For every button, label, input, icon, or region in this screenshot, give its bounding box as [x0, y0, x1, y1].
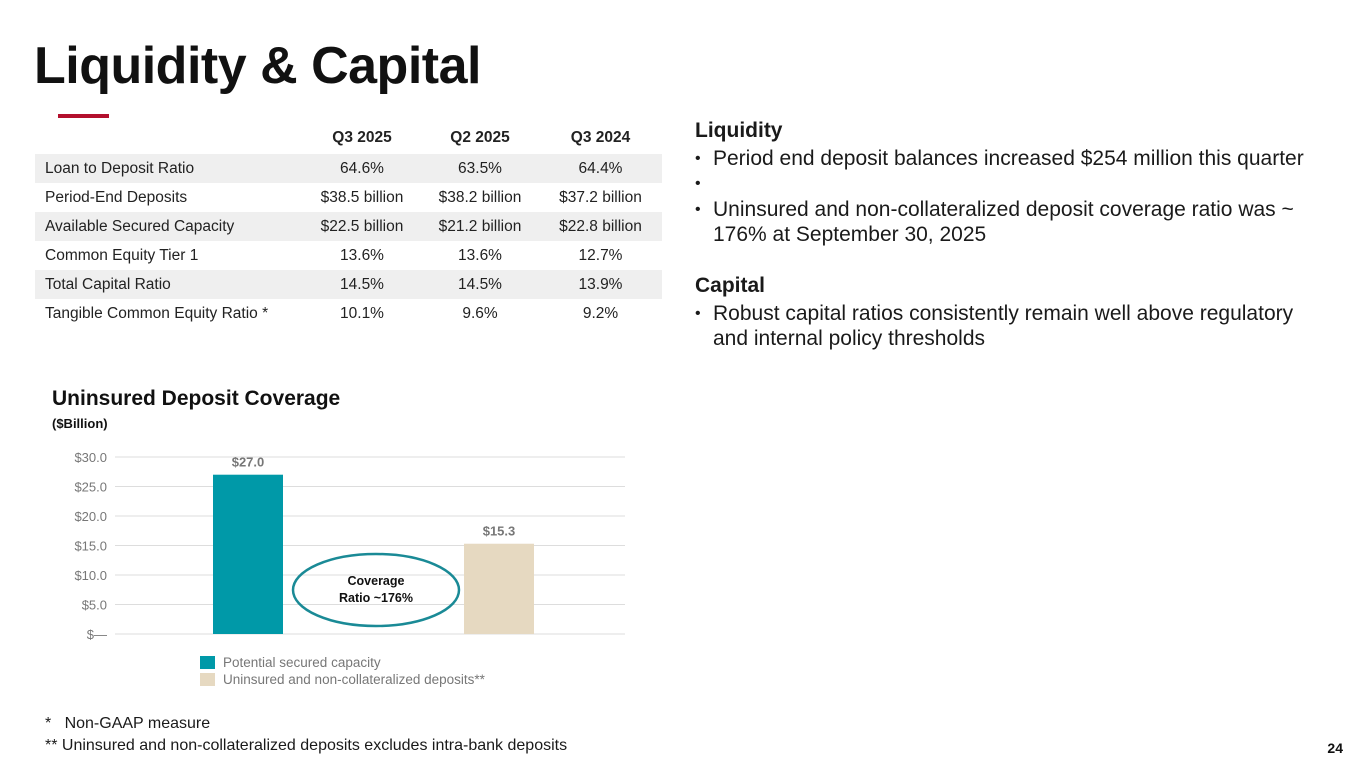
coverage-bar-chart: $— $5.0 $10.0 $15.0 $20.0 $25.0 $30.0 $27.0 $15.…: [74, 450, 625, 642]
y-tick-label: $10.0: [74, 568, 107, 583]
table-cell: 9.2%: [582, 304, 619, 322]
y-tick-label: $30.0: [74, 450, 107, 465]
table-row: Common Equity Tier 1 13.6% 13.6% 12.7%: [35, 241, 662, 270]
table-header-row: Q3 2025 Q2 2025 Q3 2024: [35, 122, 662, 154]
table-cell: 9.6%: [462, 304, 498, 322]
data-label: $15.3: [483, 524, 516, 539]
table-cell: 64.4%: [539, 154, 662, 183]
y-tick-label: $15.0: [74, 539, 107, 554]
footnotes: * Non-GAAP measure ** Uninsured and non-…: [45, 713, 567, 757]
row-label: Period-End Deposits: [45, 188, 188, 206]
table-cell: $38.2 billion: [438, 188, 522, 206]
legend-label: Potential secured capacity: [223, 655, 381, 670]
table-row: Loan to Deposit Ratio 64.6% 63.5% 64.4%: [35, 154, 662, 183]
table-row: Total Capital Ratio 14.5% 14.5% 13.9%: [35, 270, 662, 299]
table-cell: 14.5%: [303, 270, 421, 299]
table-cell: 13.9%: [539, 270, 662, 299]
y-tick-label: $20.0: [74, 509, 107, 524]
page-number: 24: [1327, 740, 1343, 756]
legend-item: Potential secured capacity: [200, 654, 485, 671]
table-cell: 64.6%: [303, 154, 421, 183]
table-row: Period-End Deposits $38.5 billion $38.2 …: [35, 183, 662, 212]
row-label: Tangible Common Equity Ratio *: [45, 304, 269, 322]
table-cell: $37.2 billion: [559, 188, 642, 206]
legend-item: Uninsured and non-collateralized deposit…: [200, 671, 485, 688]
legend-label: Uninsured and non-collateralized deposit…: [223, 672, 485, 687]
table-cell: $22.8 billion: [539, 212, 662, 241]
row-label: Total Capital Ratio: [35, 270, 303, 299]
table-cell: $38.5 billion: [320, 188, 404, 206]
legend-swatch-teal: [200, 656, 215, 669]
column-header: Q2 2025: [450, 129, 510, 146]
bar: [464, 543, 534, 634]
table-cell: 10.1%: [340, 304, 384, 322]
table-cell: $21.2 billion: [421, 212, 539, 241]
table-cell: 63.5%: [421, 154, 539, 183]
column-header: Q3 2024: [570, 129, 631, 146]
table-cell: 13.6%: [458, 246, 502, 264]
row-label: Common Equity Tier 1: [45, 246, 199, 264]
capital-bullets: Robust capital ratios consistently remai…: [695, 301, 1325, 351]
y-tick-label: $5.0: [82, 598, 107, 613]
column-header: Q3 2025: [332, 129, 392, 146]
bullet-spacer: [695, 171, 1325, 197]
liquidity-heading: Liquidity: [695, 119, 783, 142]
footnote: * Non-GAAP measure: [45, 715, 211, 732]
coverage-ellipse: [291, 552, 461, 628]
title-underline: [58, 114, 109, 118]
liquidity-bullets: Period end deposit balances increased $2…: [695, 146, 1325, 247]
page-title: Liquidity & Capital: [34, 37, 481, 95]
chart-subtitle: ($Billion): [52, 416, 108, 431]
bullet-item: Period end deposit balances increased $2…: [695, 146, 1325, 171]
chart-legend: Potential secured capacity Uninsured and…: [200, 654, 485, 688]
table-cell: 14.5%: [421, 270, 539, 299]
table-row: Available Secured Capacity $22.5 billion…: [35, 212, 662, 241]
metrics-table: Q3 2025 Q2 2025 Q3 2024 Loan to Deposit …: [35, 122, 662, 328]
data-label: $27.0: [232, 455, 265, 470]
capital-heading: Capital: [695, 274, 766, 297]
bullet-item: Robust capital ratios consistently remai…: [695, 301, 1325, 351]
chart-title: Uninsured Deposit Coverage: [52, 387, 341, 410]
footnote: ** Uninsured and non-collateralized depo…: [45, 737, 568, 754]
annotation-text: Coverage: [348, 574, 405, 588]
table-cell: $22.5 billion: [303, 212, 421, 241]
table-row: Tangible Common Equity Ratio * 10.1% 9.6…: [35, 299, 662, 328]
row-label: Loan to Deposit Ratio: [35, 154, 303, 183]
bullet-item: Uninsured and non-collateralized deposit…: [695, 197, 1325, 247]
row-label: Available Secured Capacity: [35, 212, 303, 241]
bar: [213, 474, 283, 634]
table-cell: 13.6%: [340, 246, 384, 264]
y-tick-label: $25.0: [74, 480, 107, 495]
table-cell: 12.7%: [578, 246, 623, 264]
annotation-text: Ratio ~176%: [339, 591, 413, 605]
legend-swatch-tan: [200, 673, 215, 686]
y-tick-label: $—: [87, 627, 107, 642]
column-header: [35, 122, 303, 154]
commentary-panel: Liquidity Period end deposit balances in…: [695, 118, 1325, 351]
